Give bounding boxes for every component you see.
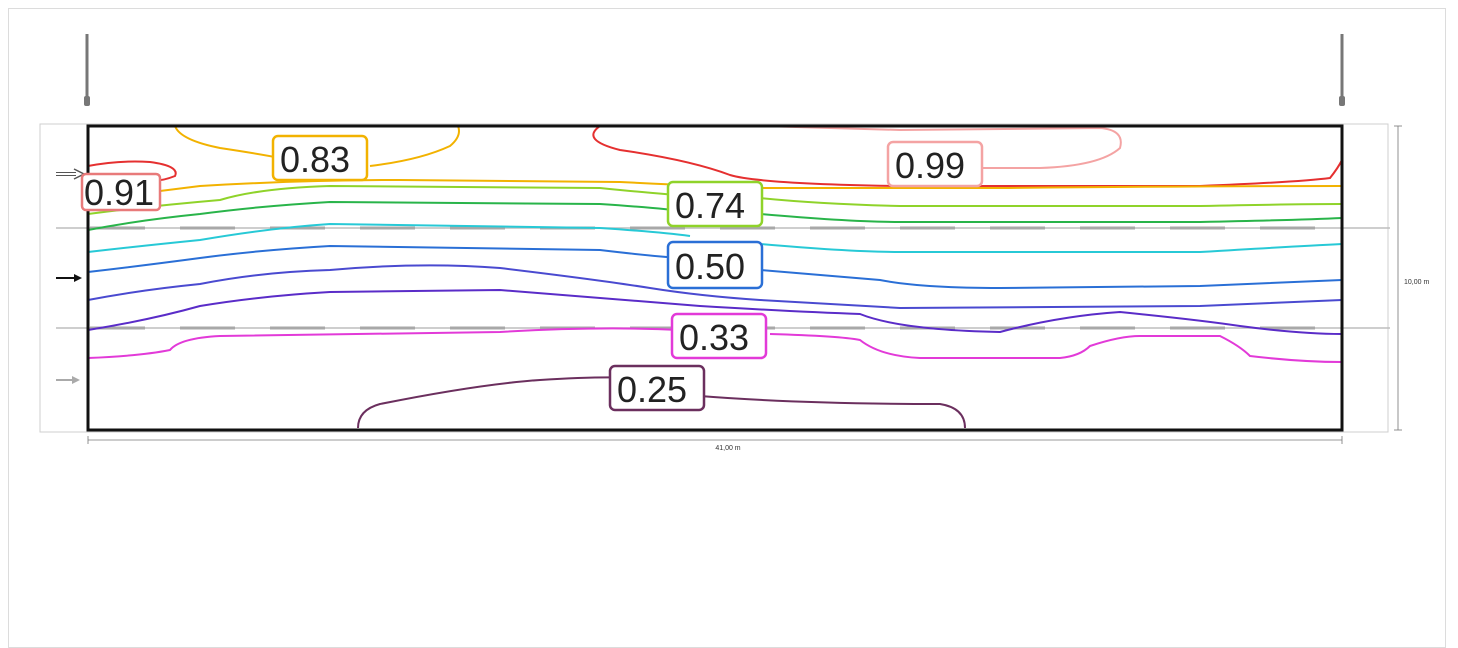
contour-line-091-top [592, 125, 1343, 187]
label-025-text: 0.25 [617, 369, 687, 410]
room-boundary [86, 124, 1344, 432]
contour-line-041 [87, 288, 1343, 335]
label-091-text: 0.91 [84, 172, 154, 213]
contour-lines [87, 125, 1343, 429]
contour-label-025: 0.25 [608, 364, 706, 412]
height-dimension: 10,00 m [1394, 125, 1429, 431]
contour-label-033: 0.33 [670, 312, 768, 360]
height-dimension-text: 10,00 m [1404, 279, 1429, 286]
arrow-solid [56, 274, 82, 282]
contour-label-099: 0.99 [886, 140, 984, 188]
contour-label-074: 0.74 [666, 180, 764, 228]
contour-line-066 [87, 200, 1343, 231]
arrow-hollow [56, 168, 86, 180]
label-074-text: 0.74 [675, 185, 745, 226]
width-dimension: 41,00 m [87, 436, 1343, 452]
label-033-text: 0.33 [679, 317, 749, 358]
label-099-text: 0.99 [895, 145, 965, 186]
contour-label-050: 0.50 [666, 240, 764, 290]
contour-line-058 [87, 222, 1343, 253]
label-050-text: 0.50 [675, 246, 745, 287]
luminaire-right [1339, 34, 1345, 106]
contour-line-033 [87, 327, 1343, 363]
contour-line-099 [759, 125, 1122, 169]
width-dimension-text: 41,00 m [715, 445, 740, 452]
arrow-gray [56, 376, 80, 384]
luminaire-left [84, 34, 90, 106]
label-083-text: 0.83 [280, 139, 350, 180]
contour-line-045 [87, 264, 1343, 310]
contour-line-050 [87, 244, 1343, 290]
contour-label-083: 0.83 [271, 134, 369, 182]
room-outline [39, 123, 1389, 433]
contour-line-083 [87, 125, 1343, 201]
contour-label-091: 0.91 [80, 172, 162, 213]
